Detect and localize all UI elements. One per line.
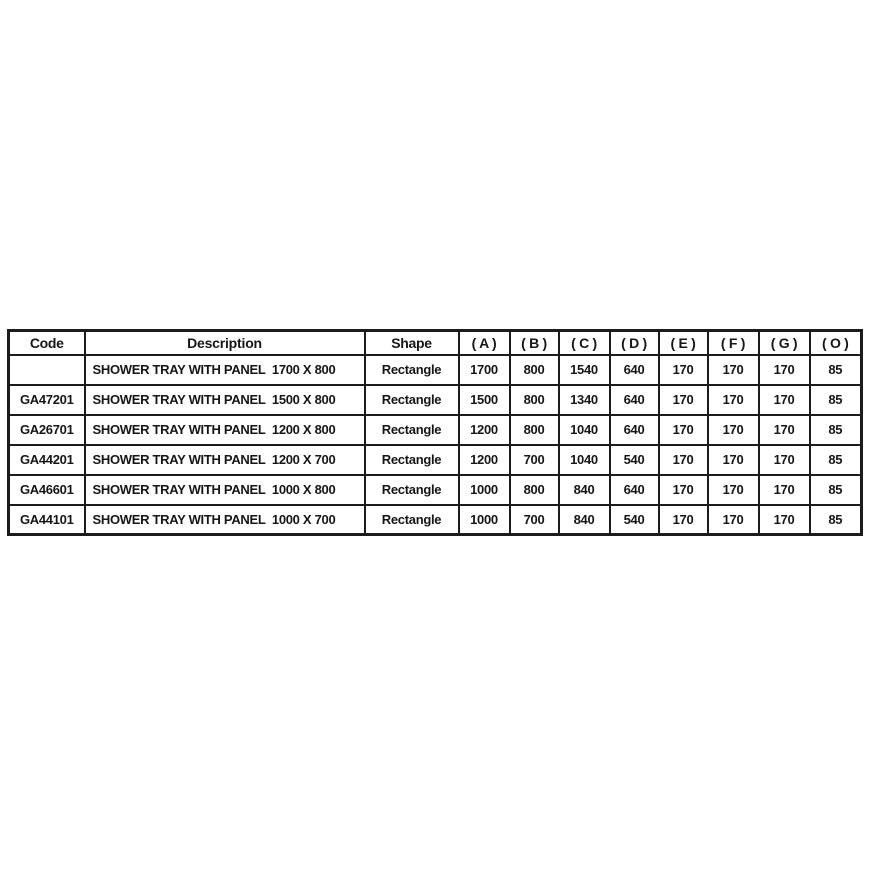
cell-dim-g: 170 bbox=[757, 503, 811, 536]
col-header-description: Description bbox=[83, 329, 366, 356]
cell-dim-e: 170 bbox=[657, 353, 709, 386]
cell-shape: Rectangle bbox=[363, 473, 460, 506]
col-header-code: Code bbox=[7, 329, 86, 356]
table-row: SHOWER TRAY WITH PANEL 1700 X 800 Rectan… bbox=[7, 353, 863, 386]
cell-dim-c: 1340 bbox=[557, 383, 611, 416]
cell-dim-e: 170 bbox=[657, 443, 709, 476]
cell-dim-c: 840 bbox=[557, 473, 611, 506]
col-header-shape: Shape bbox=[363, 329, 460, 356]
cell-dim-e: 170 bbox=[657, 473, 709, 506]
cell-description: SHOWER TRAY WITH PANEL 1000 X 700 bbox=[83, 503, 366, 536]
cell-dim-o: 85 bbox=[808, 503, 863, 536]
cell-dim-o: 85 bbox=[808, 413, 863, 446]
cell-dim-d: 540 bbox=[608, 503, 660, 536]
cell-dim-g: 170 bbox=[757, 473, 811, 506]
cell-shape: Rectangle bbox=[363, 413, 460, 446]
col-header-e: ( E ) bbox=[657, 329, 709, 356]
cell-dim-f: 170 bbox=[706, 473, 760, 506]
cell-shape: Rectangle bbox=[363, 503, 460, 536]
cell-dim-a: 1000 bbox=[457, 473, 511, 506]
col-header-f: ( F ) bbox=[706, 329, 760, 356]
col-header-g: ( G ) bbox=[757, 329, 811, 356]
cell-dim-b: 800 bbox=[508, 413, 560, 446]
cell-dim-f: 170 bbox=[706, 503, 760, 536]
cell-code: GA44101 bbox=[7, 503, 86, 536]
cell-description: SHOWER TRAY WITH PANEL 1000 X 800 bbox=[83, 473, 366, 506]
cell-dim-o: 85 bbox=[808, 383, 863, 416]
table-row: GA44201 SHOWER TRAY WITH PANEL 1200 X 70… bbox=[7, 443, 863, 476]
cell-shape: Rectangle bbox=[363, 443, 460, 476]
cell-code: GA46601 bbox=[7, 473, 86, 506]
cell-dim-f: 170 bbox=[706, 413, 760, 446]
cell-dim-e: 170 bbox=[657, 413, 709, 446]
cell-dim-e: 170 bbox=[657, 383, 709, 416]
table-row: GA46601 SHOWER TRAY WITH PANEL 1000 X 80… bbox=[7, 473, 863, 506]
col-header-c: ( C ) bbox=[557, 329, 611, 356]
col-header-a: ( A ) bbox=[457, 329, 511, 356]
cell-code bbox=[7, 353, 86, 386]
cell-description: SHOWER TRAY WITH PANEL 1500 X 800 bbox=[83, 383, 366, 416]
header-row: Code Description Shape ( A ) ( B ) ( C )… bbox=[7, 329, 863, 356]
cell-dim-c: 1040 bbox=[557, 443, 611, 476]
cell-shape: Rectangle bbox=[363, 353, 460, 386]
cell-dim-o: 85 bbox=[808, 353, 863, 386]
cell-description: SHOWER TRAY WITH PANEL 1700 X 800 bbox=[83, 353, 366, 386]
cell-dim-o: 85 bbox=[808, 473, 863, 506]
cell-dim-b: 700 bbox=[508, 503, 560, 536]
cell-dim-b: 800 bbox=[508, 383, 560, 416]
cell-dim-f: 170 bbox=[706, 383, 760, 416]
cell-dim-f: 170 bbox=[706, 353, 760, 386]
cell-code: GA26701 bbox=[7, 413, 86, 446]
cell-dim-b: 700 bbox=[508, 443, 560, 476]
shower-tray-spec-table: Code Description Shape ( A ) ( B ) ( C )… bbox=[7, 329, 863, 536]
cell-dim-d: 640 bbox=[608, 353, 660, 386]
cell-dim-a: 1000 bbox=[457, 503, 511, 536]
cell-dim-b: 800 bbox=[508, 473, 560, 506]
cell-dim-c: 1040 bbox=[557, 413, 611, 446]
cell-dim-g: 170 bbox=[757, 443, 811, 476]
cell-dim-d: 540 bbox=[608, 443, 660, 476]
cell-dim-g: 170 bbox=[757, 353, 811, 386]
cell-code: GA44201 bbox=[7, 443, 86, 476]
cell-dim-d: 640 bbox=[608, 383, 660, 416]
cell-dim-e: 170 bbox=[657, 503, 709, 536]
cell-dim-a: 1200 bbox=[457, 443, 511, 476]
cell-dim-b: 800 bbox=[508, 353, 560, 386]
table-row: GA47201 SHOWER TRAY WITH PANEL 1500 X 80… bbox=[7, 383, 863, 416]
cell-code: GA47201 bbox=[7, 383, 86, 416]
cell-shape: Rectangle bbox=[363, 383, 460, 416]
cell-dim-a: 1500 bbox=[457, 383, 511, 416]
cell-dim-c: 840 bbox=[557, 503, 611, 536]
cell-dim-d: 640 bbox=[608, 413, 660, 446]
cell-description: SHOWER TRAY WITH PANEL 1200 X 700 bbox=[83, 443, 366, 476]
cell-dim-f: 170 bbox=[706, 443, 760, 476]
cell-dim-o: 85 bbox=[808, 443, 863, 476]
col-header-o: ( O ) bbox=[808, 329, 863, 356]
cell-dim-g: 170 bbox=[757, 383, 811, 416]
table-row: GA44101 SHOWER TRAY WITH PANEL 1000 X 70… bbox=[7, 503, 863, 536]
col-header-b: ( B ) bbox=[508, 329, 560, 356]
table-row: GA26701 SHOWER TRAY WITH PANEL 1200 X 80… bbox=[7, 413, 863, 446]
cell-dim-c: 1540 bbox=[557, 353, 611, 386]
col-header-d: ( D ) bbox=[608, 329, 660, 356]
cell-dim-d: 640 bbox=[608, 473, 660, 506]
cell-dim-a: 1200 bbox=[457, 413, 511, 446]
cell-dim-a: 1700 bbox=[457, 353, 511, 386]
cell-description: SHOWER TRAY WITH PANEL 1200 X 800 bbox=[83, 413, 366, 446]
cell-dim-g: 170 bbox=[757, 413, 811, 446]
